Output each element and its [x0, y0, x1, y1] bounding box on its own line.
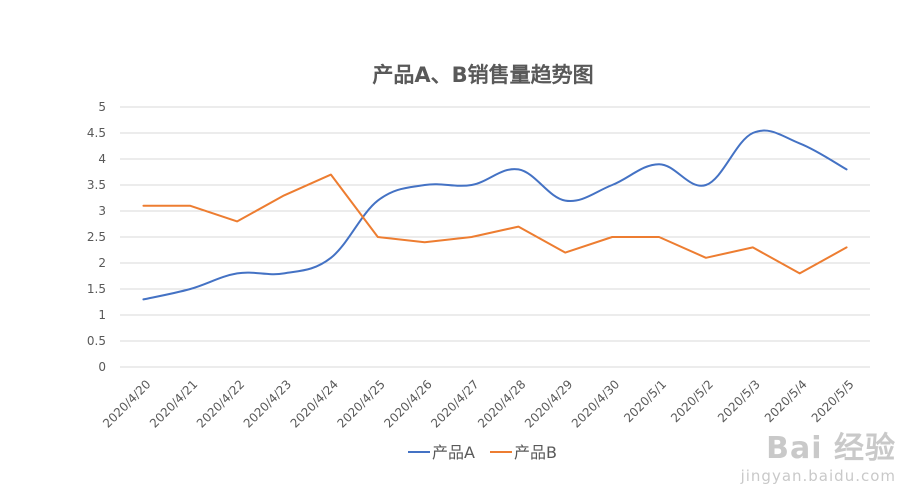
x-tick-label: 2020/4/28 [475, 377, 528, 430]
legend-label: 产品A [432, 443, 475, 462]
y-tick-label: 5 [98, 100, 106, 114]
y-tick-label: 0 [98, 360, 106, 374]
x-tick-label: 2020/5/3 [715, 377, 763, 425]
y-tick-label: 1.5 [87, 282, 106, 296]
watermark-url: jingyan.baidu.com [740, 467, 896, 485]
gridlines [120, 106, 870, 368]
x-tick-label: 2020/4/26 [381, 377, 434, 430]
y-tick-label: 4 [98, 152, 106, 166]
y-tick-label: 3 [98, 204, 106, 218]
x-tick-label: 2020/4/23 [241, 377, 294, 430]
watermark-logo: Bai 经验 [766, 431, 896, 466]
x-tick-label: 2020/4/24 [288, 377, 341, 430]
x-tick-label: 2020/5/4 [762, 377, 810, 425]
y-tick-label: 0.5 [87, 334, 106, 348]
x-tick-label: 2020/4/30 [569, 377, 622, 430]
baidu-watermark: Bai 经验 jingyan.baidu.com [741, 423, 896, 485]
x-tick-label: 2020/4/21 [147, 377, 200, 430]
x-tick-label: 2020/4/29 [522, 377, 575, 430]
y-tick-label: 2.5 [87, 230, 106, 244]
x-tick-label: 2020/4/20 [100, 377, 153, 430]
series-lines [142, 129, 848, 301]
legend-label: 产品B [514, 443, 557, 462]
x-tick-label: 2020/5/2 [668, 377, 716, 425]
x-tick-label: 2020/5/1 [621, 377, 669, 425]
legend: 产品A 产品B [408, 443, 557, 462]
series-line-b [142, 173, 848, 275]
y-axis: 0 0.5 1 1.5 2 2.5 3 3.5 4 4.5 5 [87, 100, 106, 374]
series-line-a [142, 129, 848, 301]
x-tick-label: 2020/4/27 [428, 377, 481, 430]
x-tick-label: 2020/4/25 [335, 377, 388, 430]
y-tick-label: 3.5 [87, 178, 106, 192]
y-tick-label: 4.5 [87, 126, 106, 140]
chart-title: 产品A、B销售量趋势图 [372, 63, 593, 87]
x-tick-label: 2020/5/5 [809, 377, 857, 425]
x-tick-label: 2020/4/22 [194, 377, 247, 430]
y-tick-label: 1 [98, 308, 106, 322]
y-tick-label: 2 [98, 256, 106, 270]
